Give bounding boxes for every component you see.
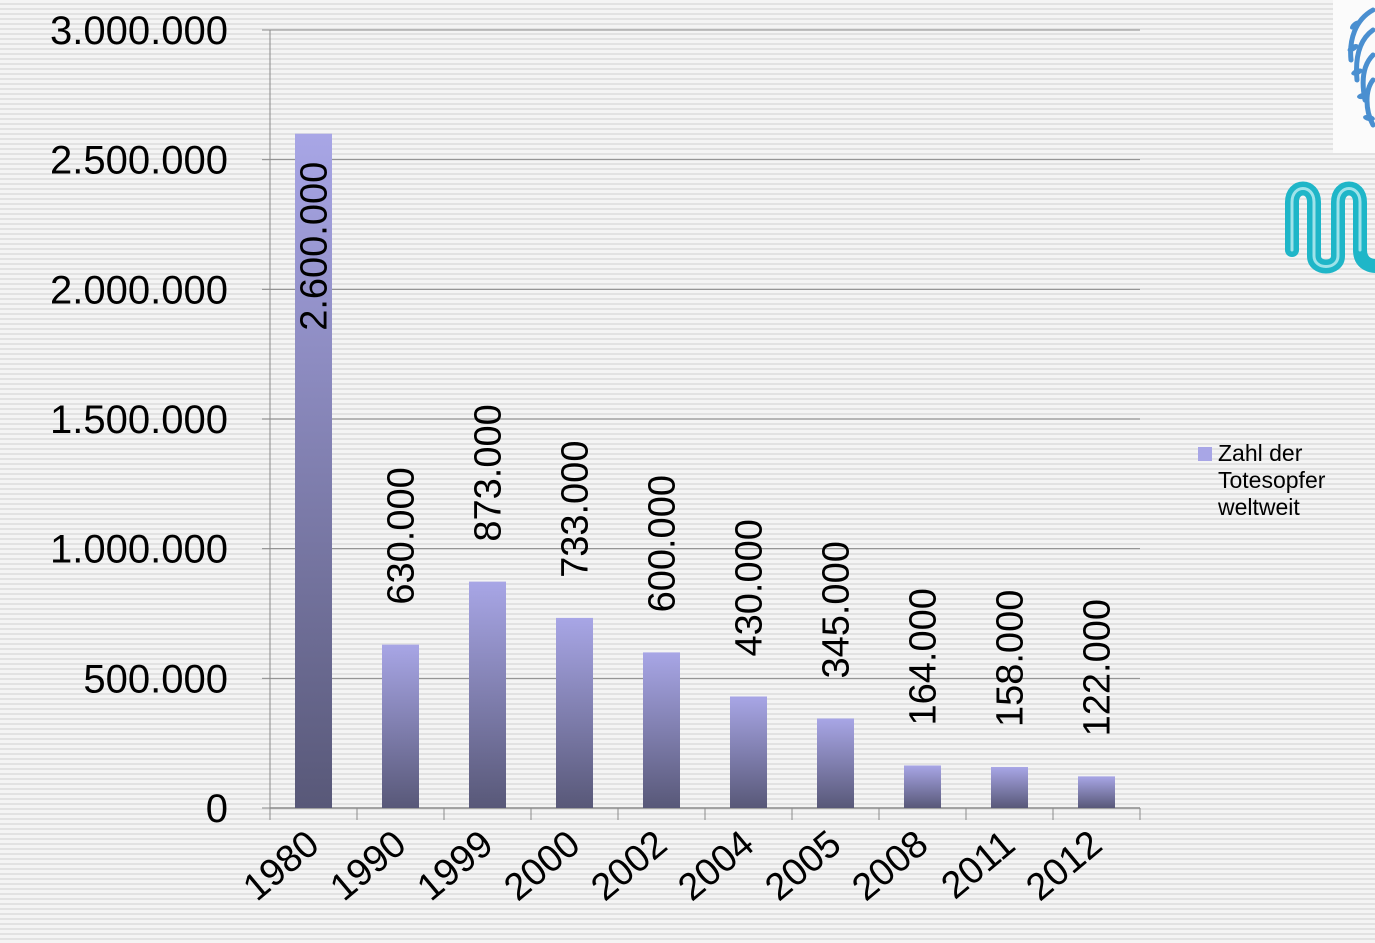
y-tick-label: 3.000.000 bbox=[50, 9, 228, 53]
y-tick-label: 0 bbox=[206, 787, 228, 831]
data-label-1990: 630.000 bbox=[381, 467, 423, 604]
bar-2008 bbox=[904, 765, 941, 808]
legend-swatch bbox=[1198, 447, 1212, 461]
un-wreath-emblem bbox=[1333, 0, 1375, 153]
x-tick-label-2002: 2002 bbox=[584, 823, 676, 910]
data-label-1999: 873.000 bbox=[468, 404, 510, 541]
x-tick-label-2008: 2008 bbox=[845, 823, 937, 910]
y-tick-label: 1.500.000 bbox=[50, 398, 228, 442]
x-tick-label-2012: 2012 bbox=[1019, 823, 1111, 910]
data-label-2012: 122.000 bbox=[1077, 599, 1119, 736]
bar-2005 bbox=[817, 719, 854, 808]
y-tick-label: 500.000 bbox=[83, 657, 228, 701]
legend-label: Zahl der Totesopfer weltweit bbox=[1218, 440, 1368, 521]
x-tick-label-2011: 2011 bbox=[934, 823, 1024, 908]
bar-2011 bbox=[991, 767, 1028, 808]
y-tick-label: 2.000.000 bbox=[50, 268, 228, 312]
x-tick-label-2004: 2004 bbox=[671, 823, 763, 910]
x-tick-label-1980: 1980 bbox=[236, 823, 328, 910]
x-tick-label-1990: 1990 bbox=[323, 823, 415, 910]
data-label-2002: 600.000 bbox=[642, 475, 684, 612]
legend: Zahl der Totesopfer weltweit bbox=[1198, 440, 1373, 521]
y-tick-label: 1.000.000 bbox=[50, 528, 228, 572]
data-label-2004: 430.000 bbox=[729, 519, 771, 656]
data-label-2008: 164.000 bbox=[903, 588, 945, 725]
m-logo-icon bbox=[1278, 170, 1375, 275]
bar-1990 bbox=[382, 645, 419, 808]
bar-2000 bbox=[556, 618, 593, 808]
data-label-1980: 2.600.000 bbox=[294, 162, 336, 331]
data-label-2005: 345.000 bbox=[816, 541, 858, 678]
x-tick-label-2005: 2005 bbox=[758, 823, 850, 910]
bar-1999 bbox=[469, 582, 506, 808]
data-label-2000: 733.000 bbox=[555, 441, 597, 578]
bar-2004 bbox=[730, 696, 767, 808]
y-axis-ticks: 0 500.000 1.000.000 1.500.000 2.000.000 2.500… bbox=[50, 9, 270, 831]
data-label-2011: 158.000 bbox=[990, 590, 1032, 727]
x-tick-label-1999: 1999 bbox=[410, 823, 502, 910]
x-tick-label-2000: 2000 bbox=[497, 823, 589, 910]
y-tick-label: 2.500.000 bbox=[50, 139, 228, 183]
bar-2012 bbox=[1078, 776, 1115, 808]
bar-2002 bbox=[643, 652, 680, 808]
